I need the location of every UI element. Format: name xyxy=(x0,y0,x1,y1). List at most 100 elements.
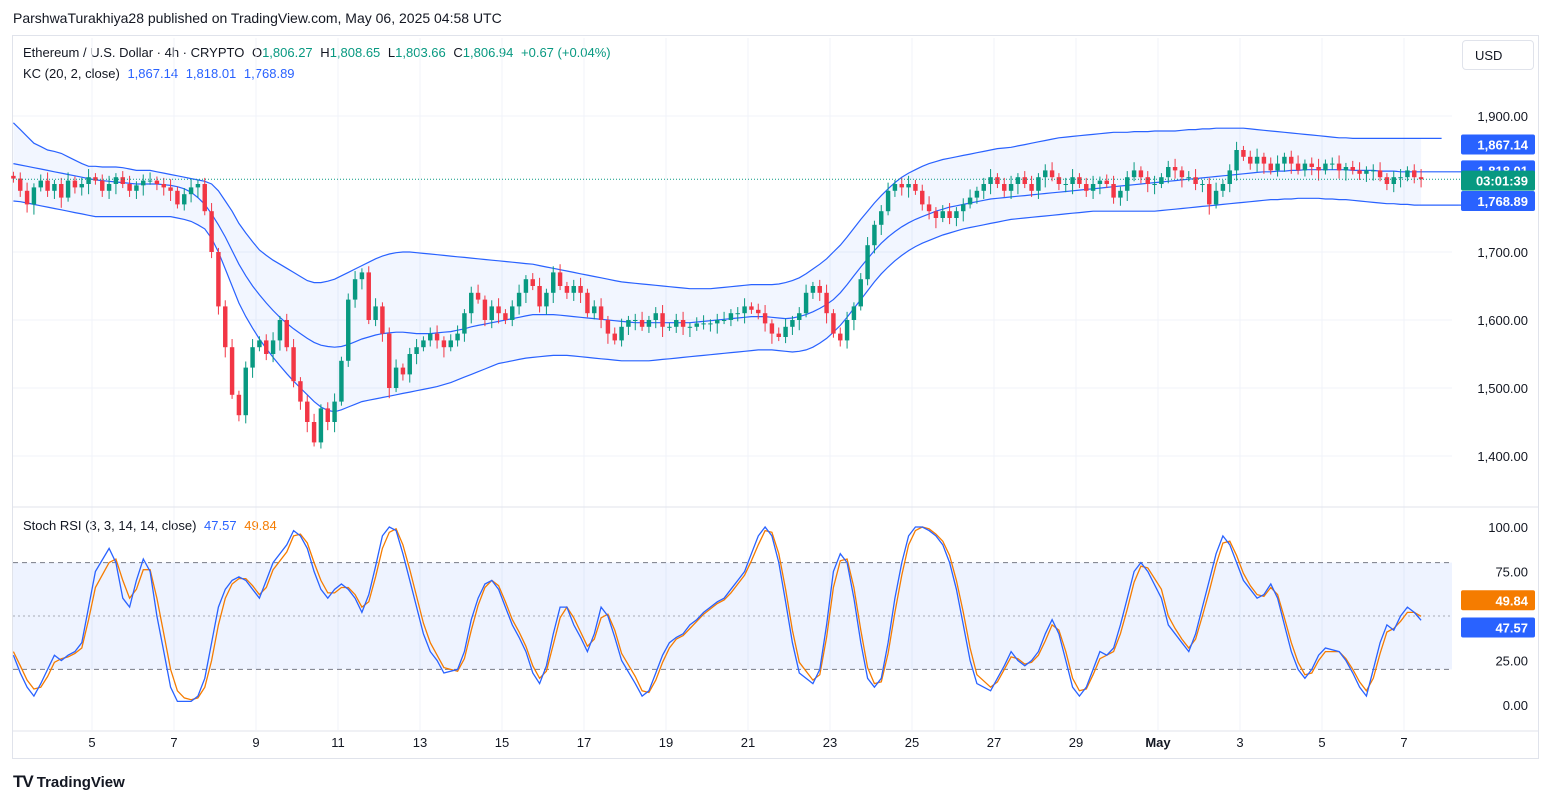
candle-body xyxy=(387,333,392,388)
candle-body xyxy=(1179,170,1185,178)
candle-body xyxy=(250,347,255,368)
candle-body xyxy=(270,340,276,354)
open-value: 1,806.27 xyxy=(262,45,313,60)
candle-body xyxy=(11,175,16,179)
candle-body xyxy=(489,306,494,320)
candle-body xyxy=(475,292,481,300)
currency-button[interactable]: USD xyxy=(1462,40,1534,70)
time-axis-label: 11 xyxy=(331,735,345,750)
candle-body xyxy=(988,177,993,184)
candle-body xyxy=(1077,177,1082,184)
candle-body xyxy=(1138,170,1144,178)
candle-body xyxy=(359,272,365,280)
candle-body xyxy=(674,320,679,327)
candle-body xyxy=(1364,170,1369,174)
candle-body xyxy=(106,184,112,191)
change-value: +0.67 (+0.04%) xyxy=(521,45,611,60)
candle-body xyxy=(1412,170,1417,178)
candle-body xyxy=(537,286,542,307)
candle-body xyxy=(1391,177,1396,184)
candle-body xyxy=(530,279,535,286)
candle-body xyxy=(516,292,522,307)
candle-body xyxy=(291,347,296,382)
tradingview-wordmark: TradingView xyxy=(36,773,125,791)
candle-body xyxy=(332,401,337,422)
time-axis-label: 29 xyxy=(1069,735,1083,750)
candle-body xyxy=(831,313,836,334)
candle-body xyxy=(585,292,590,314)
candle-body xyxy=(961,204,966,212)
candle-body xyxy=(1248,156,1253,164)
candle-body xyxy=(605,320,611,334)
candle-body xyxy=(1125,177,1130,191)
candle-body xyxy=(817,286,822,293)
candle-body xyxy=(885,190,891,212)
time-axis-label: 9 xyxy=(252,735,259,750)
candle-body xyxy=(229,347,235,395)
candle-body xyxy=(223,306,228,348)
candle-body xyxy=(899,184,904,188)
candle-body xyxy=(523,279,529,293)
candle-body xyxy=(1371,170,1376,172)
candle-body xyxy=(680,320,686,327)
candle-body xyxy=(544,292,549,307)
kc-legend: KC (20, 2, close) 1,867.14 1,818.01 1,76… xyxy=(23,66,299,81)
candle-body xyxy=(1070,177,1075,184)
kc-label[interactable]: KC (20, 2, close) xyxy=(23,66,120,81)
time-axis-label: 27 xyxy=(987,735,1001,750)
rsi-k-badge-bg xyxy=(1461,617,1535,638)
candle-body xyxy=(1309,163,1314,167)
candle-body xyxy=(940,211,945,218)
candle-body xyxy=(1111,184,1116,198)
candle-body xyxy=(1398,177,1403,179)
candle-body xyxy=(1377,170,1383,178)
candle-body xyxy=(742,306,747,314)
time-axis-label: 17 xyxy=(577,735,591,750)
rsi-d-value: 49.84 xyxy=(244,518,277,533)
candle-body xyxy=(1015,177,1021,184)
candle-body xyxy=(1131,170,1137,178)
candle-body xyxy=(892,184,898,191)
open-label: O xyxy=(251,45,263,60)
candle-body xyxy=(557,272,563,286)
rsi-label[interactable]: Stoch RSI (3, 3, 14, 14, close) xyxy=(23,518,197,533)
high-value: 1,808.65 xyxy=(329,45,381,60)
candle-body xyxy=(243,367,248,416)
time-axis-label: 19 xyxy=(659,735,673,750)
candle-body xyxy=(735,313,740,315)
time-axis-label: 5 xyxy=(88,735,95,750)
tradingview-logo[interactable]: TV TradingView xyxy=(13,772,125,792)
candle-body xyxy=(31,187,37,205)
rsi-legend: Stoch RSI (3, 3, 14, 14, close) 47.57 49… xyxy=(23,518,281,533)
candle-body xyxy=(1118,190,1123,198)
candle-body xyxy=(1049,170,1055,178)
candle-body xyxy=(127,184,132,191)
candle-body xyxy=(1152,184,1157,185)
rsi-k-value: 47.57 xyxy=(204,518,237,533)
candle-body xyxy=(1261,156,1267,164)
candle-body xyxy=(1084,184,1089,191)
chart-frame xyxy=(12,35,1539,759)
candle-body xyxy=(147,180,153,182)
candle-body xyxy=(496,306,501,314)
candle-body xyxy=(701,323,706,325)
candle-body xyxy=(974,190,980,198)
candle-body xyxy=(1166,167,1171,178)
close-label: C xyxy=(453,45,463,60)
kc-upper-line xyxy=(12,122,1442,290)
publish-caption: ParshwaTurakhiya28 published on TradingV… xyxy=(13,10,502,26)
candle-body xyxy=(1357,170,1362,174)
candle-body xyxy=(865,245,870,280)
candle-body xyxy=(188,187,194,195)
candle-body xyxy=(551,272,556,293)
candle-body xyxy=(414,347,419,354)
symbol-title[interactable]: Ethereum / U.S. Dollar · 4h · CRYPTO xyxy=(23,45,245,60)
time-axis-label: 23 xyxy=(823,735,837,750)
candle-body xyxy=(1090,184,1096,191)
candle-body xyxy=(311,422,317,443)
candle-body xyxy=(52,184,57,191)
candle-body xyxy=(100,180,105,191)
candle-body xyxy=(578,286,583,293)
candle-body xyxy=(1336,163,1342,171)
